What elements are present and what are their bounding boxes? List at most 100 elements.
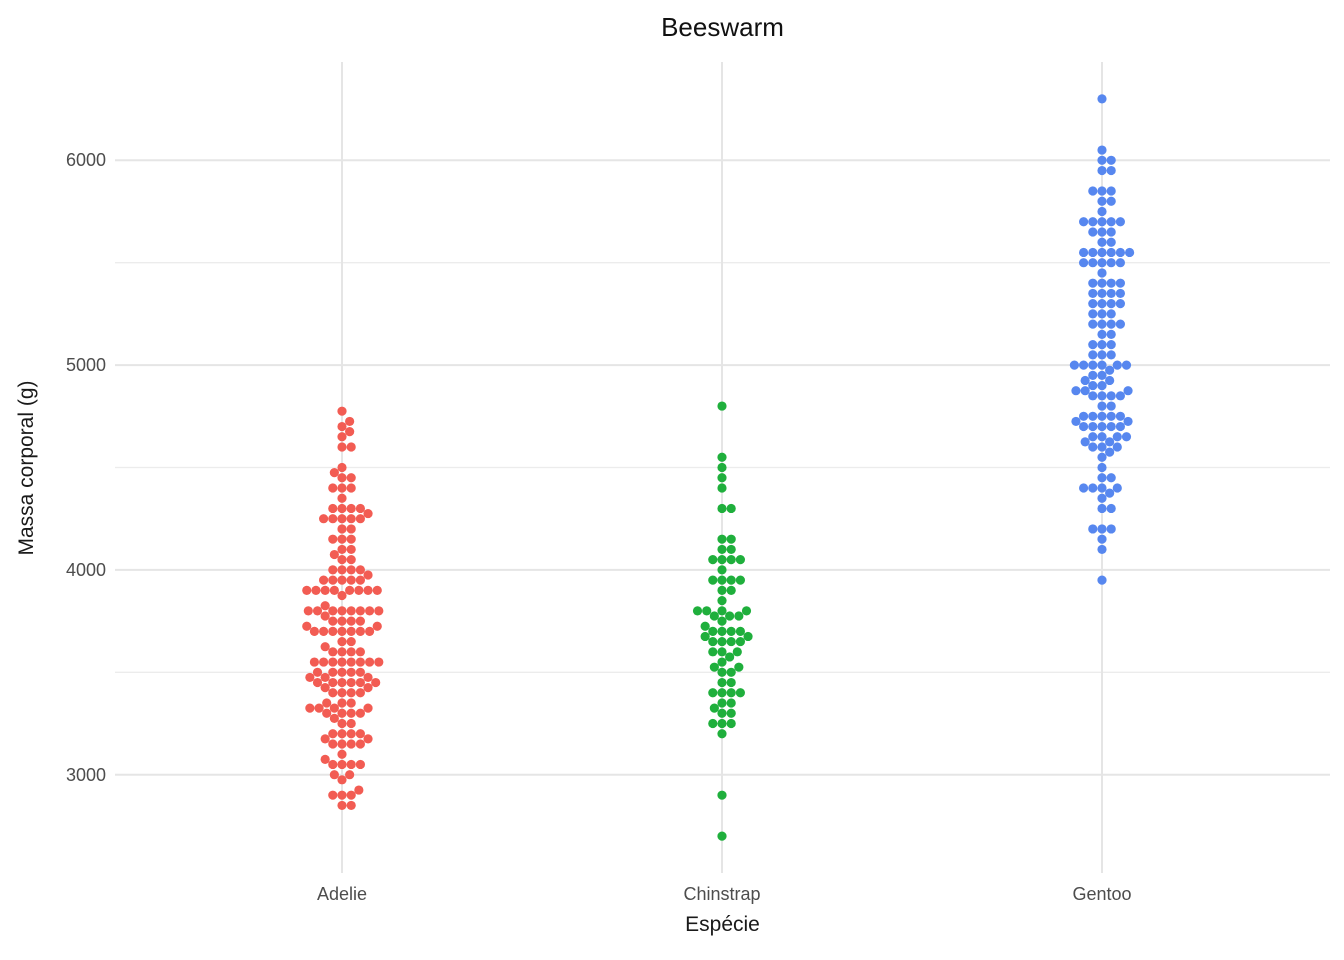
data-point bbox=[363, 585, 373, 595]
data-point bbox=[355, 647, 365, 657]
data-point bbox=[725, 652, 735, 662]
data-point bbox=[1105, 375, 1115, 386]
data-point bbox=[700, 621, 710, 631]
data-point bbox=[1088, 258, 1098, 268]
data-point bbox=[374, 606, 384, 616]
data-point bbox=[1079, 483, 1089, 493]
data-point bbox=[354, 785, 364, 795]
data-point bbox=[346, 483, 356, 493]
data-point bbox=[320, 585, 330, 595]
data-point bbox=[1097, 94, 1107, 104]
data-point bbox=[1106, 340, 1116, 350]
data-point bbox=[337, 626, 347, 636]
data-point bbox=[726, 636, 736, 647]
data-point bbox=[1097, 319, 1107, 329]
data-point bbox=[717, 462, 727, 473]
data-point bbox=[1097, 544, 1107, 555]
data-point bbox=[337, 524, 347, 534]
data-point bbox=[717, 677, 727, 688]
data-point bbox=[726, 534, 736, 544]
data-point bbox=[346, 657, 356, 667]
data-point bbox=[734, 611, 744, 621]
data-point bbox=[346, 442, 356, 452]
data-point bbox=[1088, 360, 1098, 370]
data-point bbox=[1088, 411, 1098, 421]
data-point bbox=[1097, 462, 1107, 473]
data-point bbox=[1097, 237, 1107, 247]
data-point bbox=[346, 698, 356, 708]
data-point bbox=[371, 677, 381, 688]
data-point bbox=[337, 636, 347, 647]
data-point bbox=[328, 616, 338, 626]
data-point bbox=[346, 575, 356, 585]
data-point bbox=[709, 703, 719, 713]
data-point bbox=[320, 754, 330, 764]
data-point bbox=[726, 688, 736, 698]
data-point bbox=[1079, 421, 1089, 432]
data-point bbox=[717, 606, 727, 616]
data-point bbox=[337, 647, 347, 657]
data-point bbox=[1105, 437, 1115, 447]
data-point bbox=[355, 667, 365, 677]
data-point bbox=[328, 503, 338, 514]
data-point bbox=[1097, 534, 1107, 544]
data-point bbox=[303, 606, 313, 616]
data-point bbox=[726, 698, 736, 708]
data-point bbox=[328, 565, 338, 575]
data-point bbox=[1088, 442, 1098, 452]
data-point bbox=[328, 626, 338, 636]
data-point bbox=[735, 688, 746, 698]
y-tick-label-6000: 6000 bbox=[65, 150, 106, 170]
data-point bbox=[355, 708, 365, 718]
data-point bbox=[1097, 165, 1107, 176]
data-point bbox=[1097, 299, 1107, 309]
data-point bbox=[1097, 206, 1107, 217]
data-point bbox=[320, 683, 330, 693]
data-point bbox=[337, 473, 347, 483]
data-point bbox=[743, 631, 753, 642]
data-point bbox=[328, 790, 338, 800]
data-point bbox=[1097, 370, 1107, 380]
data-point bbox=[726, 575, 736, 585]
data-point bbox=[1088, 288, 1098, 299]
data-point bbox=[328, 657, 338, 667]
data-point bbox=[311, 585, 321, 595]
data-point bbox=[725, 611, 735, 621]
data-point bbox=[1115, 299, 1125, 309]
data-point bbox=[346, 800, 356, 811]
data-point bbox=[355, 626, 365, 636]
data-point bbox=[355, 606, 365, 616]
data-point bbox=[1097, 155, 1107, 165]
data-point bbox=[1088, 524, 1098, 534]
data-point bbox=[320, 672, 330, 683]
data-point bbox=[337, 432, 347, 442]
data-point bbox=[312, 606, 323, 616]
data-point bbox=[1097, 401, 1107, 411]
data-point bbox=[322, 708, 332, 718]
data-point bbox=[1097, 380, 1107, 391]
data-point bbox=[726, 718, 736, 729]
data-point bbox=[1088, 432, 1098, 442]
data-point bbox=[374, 657, 384, 667]
data-point bbox=[355, 759, 365, 770]
data-point bbox=[346, 626, 356, 636]
data-point bbox=[717, 534, 727, 544]
data-point bbox=[355, 657, 365, 667]
data-point bbox=[365, 657, 375, 667]
data-point bbox=[346, 514, 356, 524]
y-tick-label-5000: 5000 bbox=[65, 355, 106, 375]
data-point bbox=[717, 708, 727, 718]
data-point bbox=[1069, 360, 1079, 370]
data-point bbox=[1106, 329, 1116, 339]
data-point bbox=[1071, 386, 1081, 396]
data-point bbox=[355, 575, 365, 585]
data-point bbox=[328, 575, 338, 585]
data-point bbox=[328, 534, 338, 544]
data-point bbox=[708, 575, 718, 585]
data-point bbox=[708, 555, 718, 565]
data-point bbox=[312, 667, 323, 677]
data-point bbox=[709, 611, 719, 621]
data-point bbox=[346, 544, 356, 555]
